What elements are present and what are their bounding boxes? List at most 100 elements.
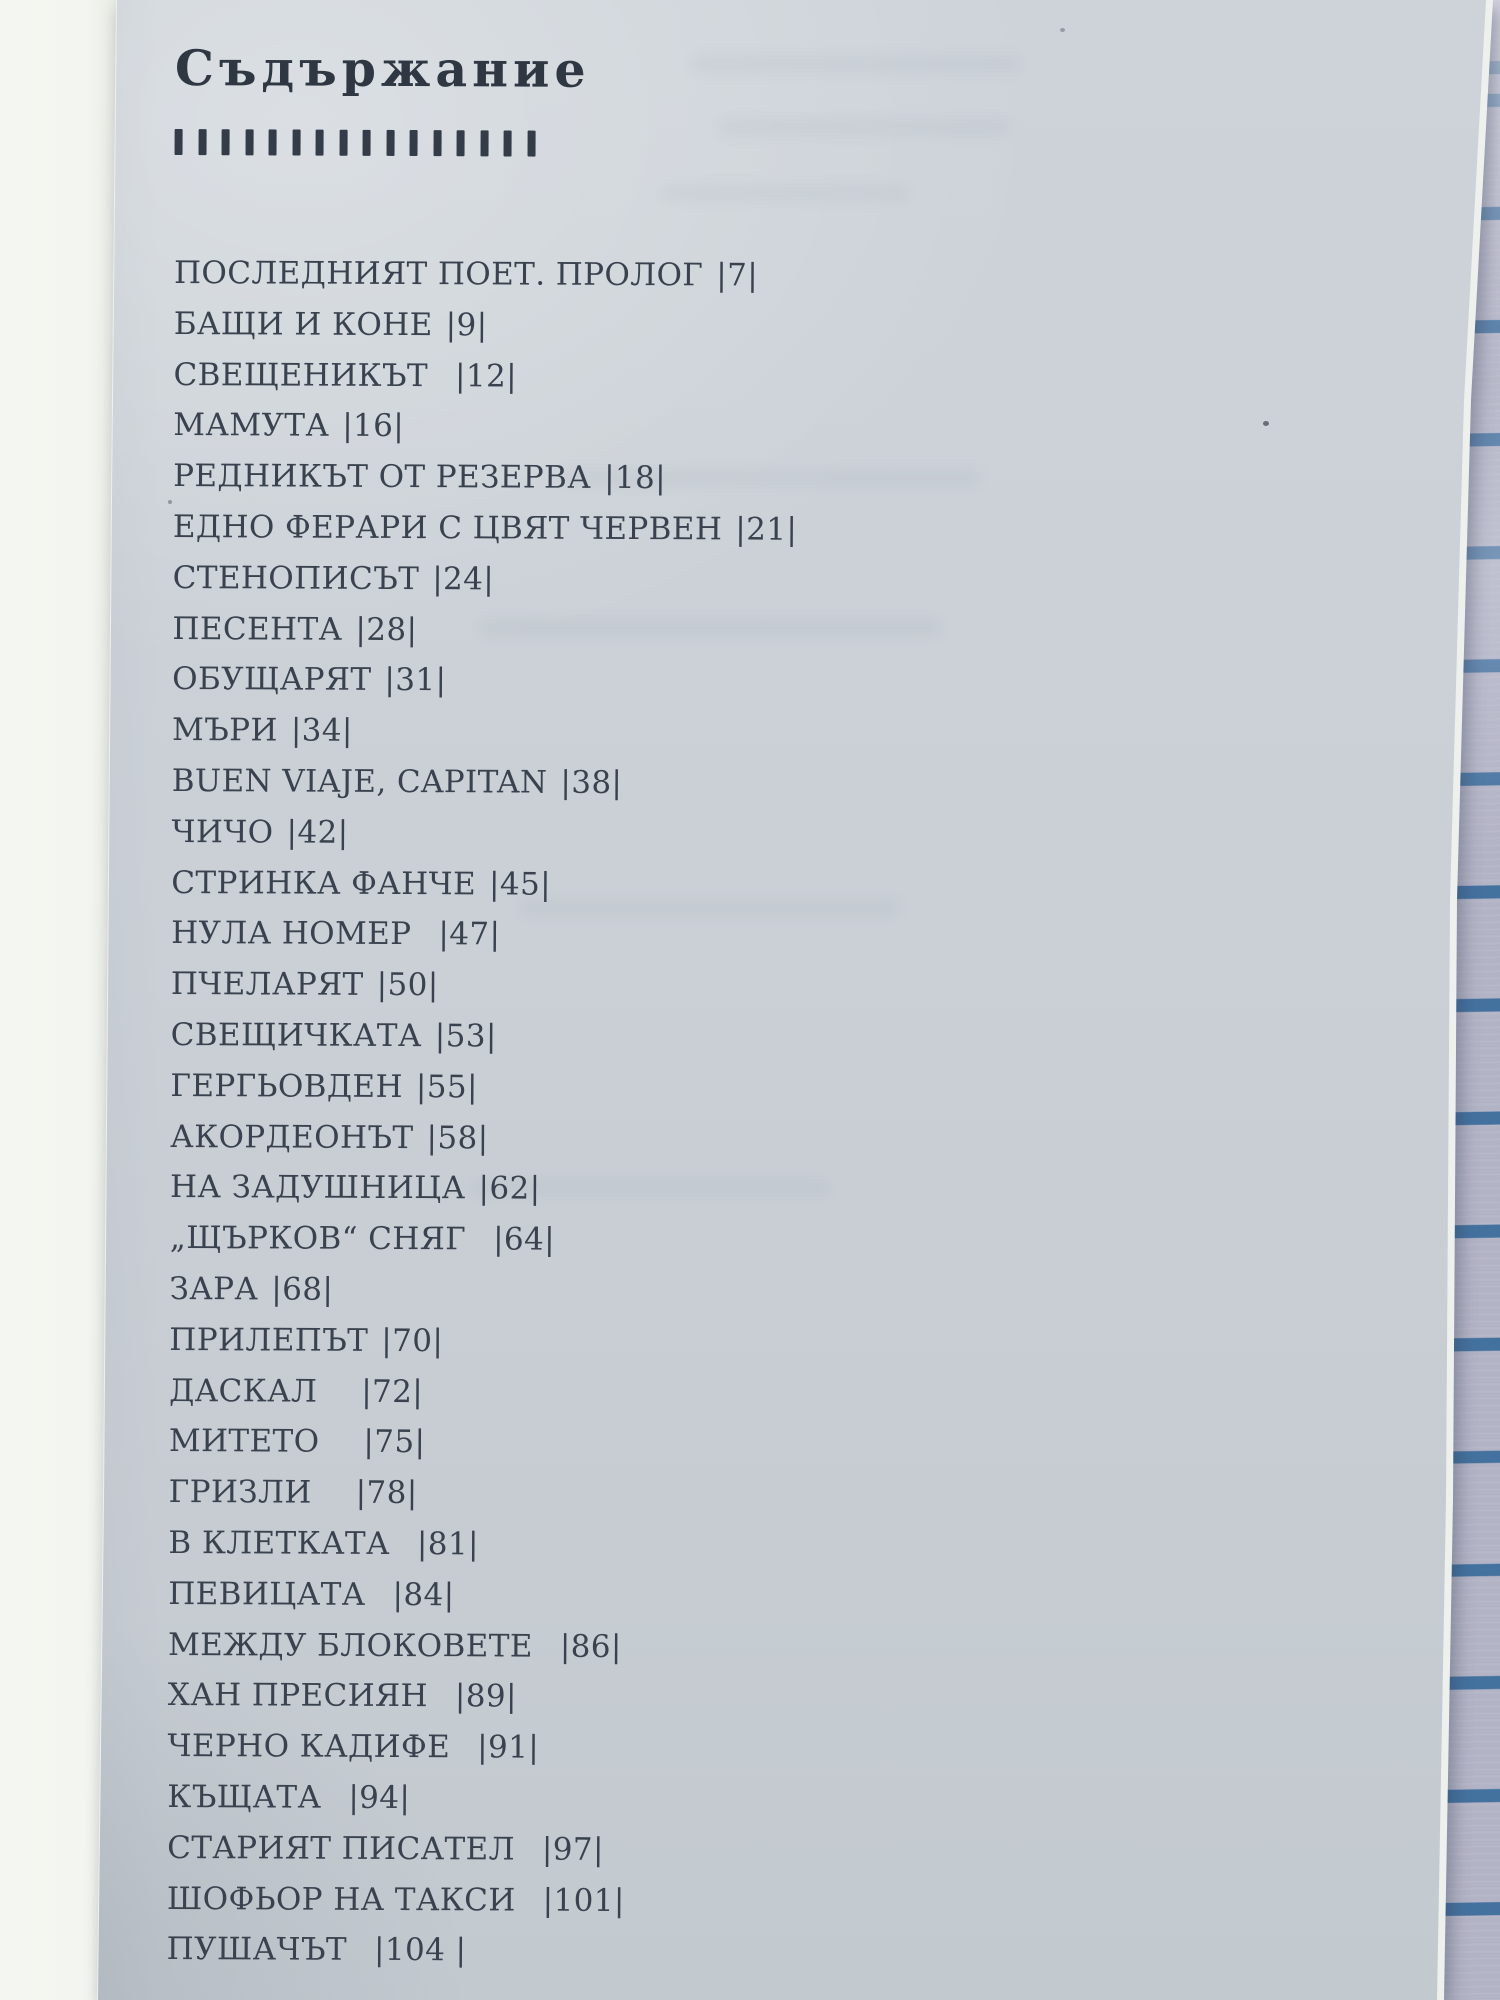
toc-entry-page-number: |34| — [290, 712, 353, 749]
ornament-tick — [268, 129, 277, 156]
ink-showthrough — [520, 900, 900, 915]
toc-entry: В КЛЕТКАТА |81| — [168, 1518, 1268, 1574]
toc-entry: КЪЩАТА |94| — [167, 1772, 1267, 1828]
toc-entry-page-number: |62| — [478, 1170, 541, 1207]
ornament-tick — [433, 130, 442, 157]
toc-entry-title: РЕДНИКЪТ ОТ РЕЗЕРВА — [173, 458, 592, 497]
title-ornament-ticks — [174, 128, 1275, 160]
toc-entry-page-number: |28| — [355, 611, 418, 648]
toc-entry-title: ХАН ПРЕСИЯН — [167, 1677, 429, 1715]
toc-entry-page-number: |21| — [735, 511, 798, 548]
page-content: Съдържание ПОСЛЕДНИЯТ ПОЕТ. ПРОЛОГ |7| БА… — [167, 39, 1275, 1980]
toc-entry-title: ГРИЗЛИ — [168, 1474, 312, 1511]
toc-entry-page-number: |53| — [434, 1018, 497, 1055]
toc-entry-title: ЗАРА — [169, 1270, 259, 1308]
toc-entry: ХАН ПРЕСИЯН |89| — [168, 1670, 1268, 1726]
toc-entry-title: ДАСКАЛ — [169, 1372, 318, 1410]
ornament-tick — [315, 129, 324, 156]
toc-entry: ПУШАЧЪТ |104 | — [167, 1924, 1267, 1980]
ink-showthrough — [470, 1180, 830, 1195]
toc-entry-page-number: |55| — [415, 1068, 478, 1106]
toc-entry-title: БАЩИ И КОНЕ — [173, 305, 433, 343]
toc-entry: ПЕВИЦАТА |84| — [168, 1569, 1268, 1625]
toc-entry-page-number: |91| — [477, 1729, 540, 1766]
ornament-tick — [527, 130, 536, 157]
toc-entry-title: СТАРИЯТ ПИСАТЕЛ — [167, 1829, 515, 1868]
toc-entry-title: СВЕЩЕНИКЪТ — [173, 356, 429, 394]
toc-entry: ПЕСЕНТА |28| — [172, 604, 1272, 660]
toc-entry: НА ЗАДУШНИЦА |62| — [170, 1162, 1270, 1218]
toc-entry: ГЕРГЬОВДЕН |55| — [170, 1061, 1270, 1117]
toc-entry-page-number: |86| — [559, 1628, 622, 1665]
toc-entry: СВЕЩЕНИКЪТ |12| — [173, 350, 1273, 406]
toc-entry-page-number: |78| — [355, 1474, 418, 1512]
toc-entry-page-number: |84| — [392, 1576, 455, 1613]
toc-entry-page-number: |24| — [432, 560, 495, 598]
toc-entry-page-number: |94| — [348, 1779, 411, 1816]
toc-entry-page-number: |50| — [376, 967, 439, 1004]
toc-entry-page-number: |97| — [541, 1831, 604, 1868]
toc-entry-title: ШОФЬОР НА ТАКСИ — [166, 1880, 516, 1919]
toc-entry: НУЛА НОМЕР |47| — [171, 908, 1271, 964]
toc-entry-title: МЕЖДУ БЛОКОВЕТЕ — [167, 1626, 533, 1665]
ornament-tick — [503, 130, 512, 157]
toc-entry-title: ЧИЧО — [171, 813, 274, 851]
toc-entry-page-number: |38| — [560, 764, 623, 801]
ornament-tick — [409, 130, 418, 157]
toc-entry: ПЧЕЛАРЯТ |50| — [171, 959, 1271, 1015]
toc-entry-title: СТРИНКА ФАНЧЕ — [171, 864, 477, 902]
ink-showthrough — [480, 620, 940, 636]
toc-entry: ГРИЗЛИ |78| — [169, 1467, 1269, 1523]
toc-entry-title: ОБУЩАРЯТ — [172, 661, 372, 699]
toc-entry: ЗАРА |68| — [169, 1264, 1269, 1320]
toc-entry: РЕДНИКЪТ ОТ РЕЗЕРВА |18| — [173, 451, 1273, 507]
toc-entry: МАМУТА |16| — [173, 400, 1273, 456]
toc-entry-page-number: |104 | — [373, 1932, 467, 1969]
ornament-tick — [221, 129, 230, 156]
toc-entry-title: МАМУТА — [173, 407, 330, 445]
ornament-tick — [362, 129, 371, 156]
toc-entry-title: ПОСЛЕДНИЯТ ПОЕТ. ПРОЛОГ — [173, 254, 704, 294]
paper-speck — [168, 500, 172, 504]
toc-entry: СТЕНОПИСЪТ |24| — [173, 553, 1273, 609]
toc-entry-title: В КЛЕТКАТА — [168, 1524, 390, 1562]
ink-showthrough — [560, 470, 980, 486]
toc-entry-page-number: |31| — [384, 662, 447, 699]
toc-entry-page-number: |9| — [445, 306, 488, 344]
ornament-tick — [198, 129, 207, 156]
toc-entry-title: ЧЕРНО КАДИФЕ — [167, 1728, 451, 1766]
toc-entry-page-number: |58| — [426, 1119, 489, 1156]
toc-entry-page-number: |18| — [604, 460, 667, 497]
toc-entry-title: ГЕРГЬОВДЕН — [170, 1067, 404, 1105]
toc-entry-title: ПЧЕЛАРЯТ — [170, 966, 364, 1003]
toc-entry: ПРИЛЕПЪТ |70| — [169, 1315, 1269, 1371]
toc-entry-title: ПРИЛЕПЪТ — [169, 1321, 369, 1359]
toc-entry-page-number: |89| — [454, 1678, 517, 1715]
toc-entry-title: СВЕЩИЧКАТА — [170, 1016, 422, 1055]
toc-entry-page-number: |12| — [454, 357, 518, 395]
ink-showthrough — [720, 120, 1010, 136]
toc-entry-title: МИТЕТО — [168, 1423, 320, 1460]
toc-entry-title: НУЛА НОМЕР — [171, 915, 412, 953]
toc-entry: ШОФЬОР НА ТАКСИ |101| — [167, 1873, 1267, 1929]
toc-entry-title: ПЕСЕНТА — [172, 610, 343, 648]
toc-entry: ЕДНО ФЕРАРИ С ЦВЯТ ЧЕРВЕН |21| — [173, 502, 1273, 558]
toc-entry: ПОСЛЕДНИЯТ ПОЕТ. ПРОЛОГ |7| — [174, 248, 1274, 304]
toc-entry-page-number: |68| — [271, 1271, 334, 1308]
toc-entry-page-number: |70| — [381, 1322, 444, 1359]
toc-entry: ДАСКАЛ |72| — [169, 1366, 1269, 1422]
toc-entry: BUEN VIAJE, CAPITAN |38| — [172, 756, 1272, 812]
toc-entry: БАЩИ И КОНЕ |9| — [174, 299, 1274, 355]
toc-entry-title: „ЩЪРКОВ“ СНЯГ — [169, 1220, 467, 1258]
ornament-tick — [456, 130, 465, 157]
toc-entry-page-number: |42| — [286, 814, 349, 851]
toc-entry: АКОРДЕОНЪТ |58| — [170, 1112, 1270, 1168]
toc-entry-page-number: |64| — [493, 1221, 556, 1258]
toc-entry-title: СТЕНОПИСЪТ — [172, 559, 420, 597]
toc-list: ПОСЛЕДНИЯТ ПОЕТ. ПРОЛОГ |7| БАЩИ И КОНЕ |9… — [167, 248, 1275, 1980]
toc-entry-title: BUEN VIAJE, CAPITAN — [171, 762, 548, 801]
toc-entry: МИТЕТО |75| — [169, 1416, 1269, 1472]
toc-entry-page-number: |47| — [438, 916, 501, 953]
